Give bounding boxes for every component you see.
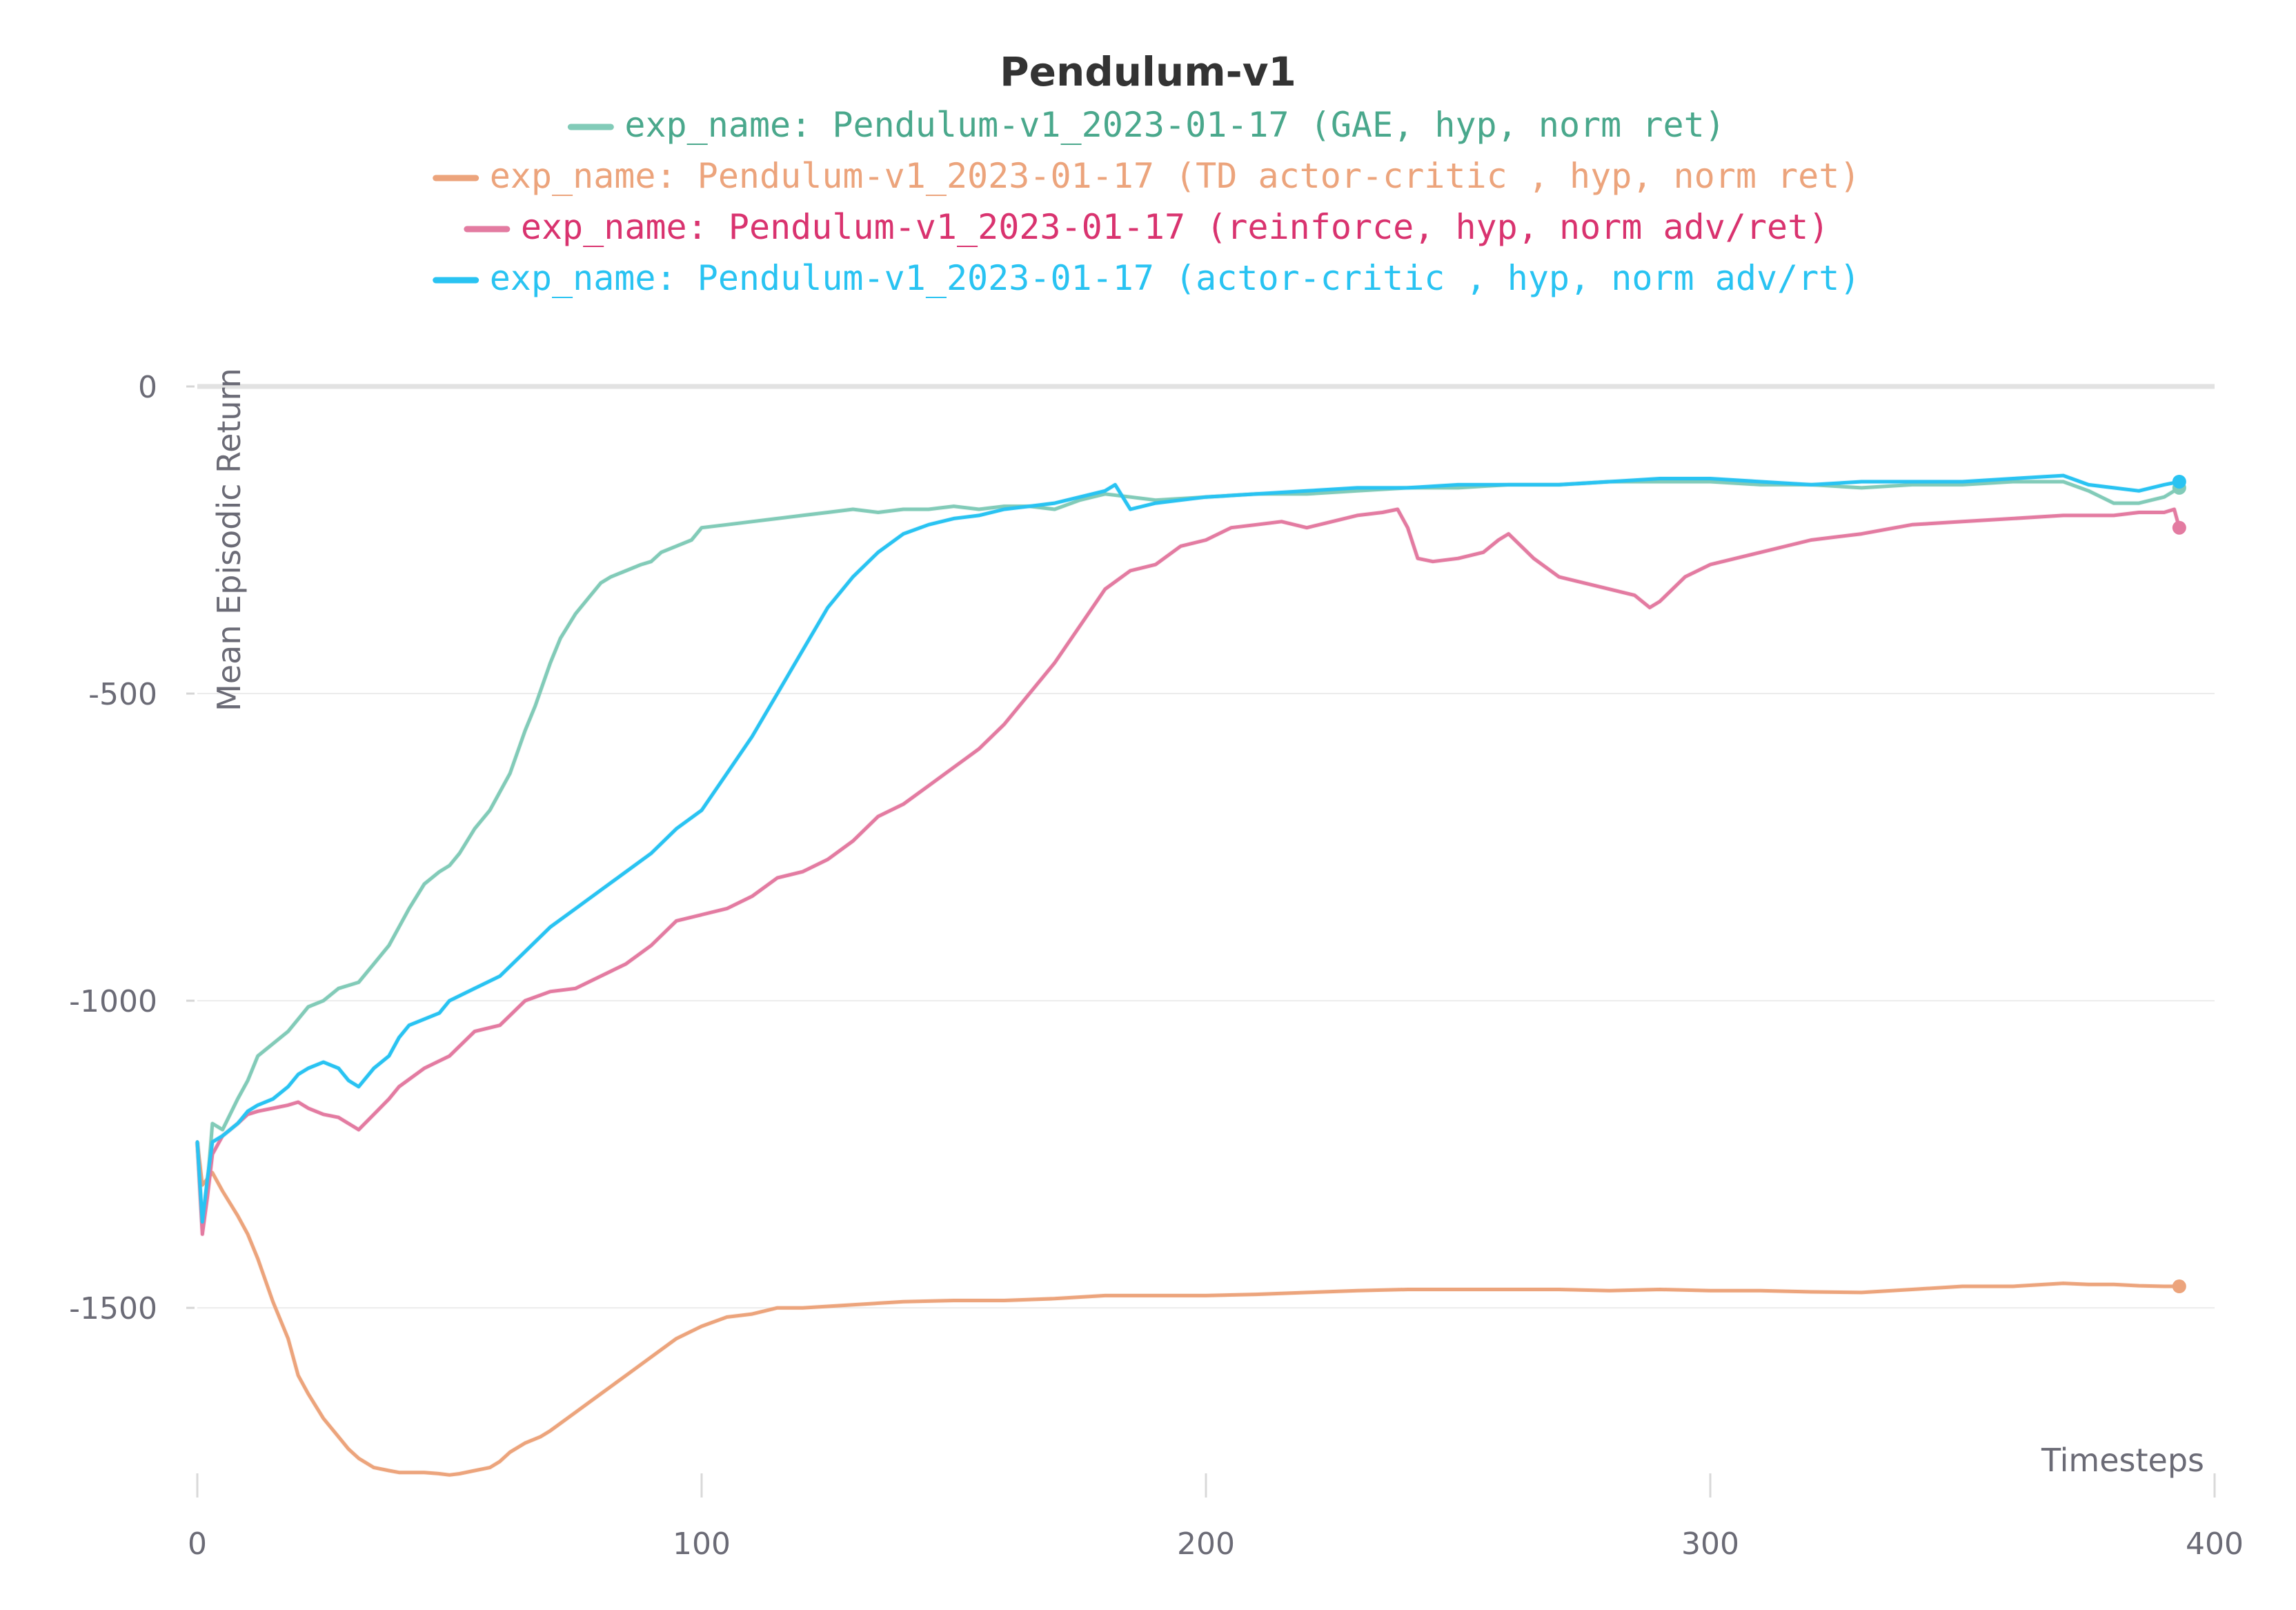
series-line-1[interactable]: [195, 1140, 2181, 1477]
series-raw-band-2: [195, 507, 2182, 1237]
x-axis-label: Timesteps: [2041, 1442, 2204, 1479]
x-tick-label-3: 300: [1681, 1526, 1739, 1562]
series-raw-band-0: [195, 479, 2181, 1230]
legend-entry-3[interactable]: exp_name: Pendulum-v1_2023-01-17 (actor-…: [490, 258, 1861, 298]
chart-title: Pendulum-v1: [1000, 48, 1296, 95]
y-tick-label-2: -1000: [69, 984, 157, 1019]
legend-entry-0[interactable]: exp_name: Pendulum-v1_2023-01-17 (GAE, h…: [624, 105, 1725, 145]
series-line-0[interactable]: [195, 480, 2181, 1230]
y-axis-label: Mean Episodic Return: [210, 368, 248, 711]
grid-lines: [197, 384, 2215, 1309]
y-tick-label-3: -1500: [69, 1291, 157, 1326]
x-tick-label-4: 400: [2186, 1526, 2244, 1562]
series-line-2[interactable]: [195, 507, 2181, 1236]
legend-entry-1[interactable]: exp_name: Pendulum-v1_2023-01-17 (TD act…: [490, 156, 1861, 196]
y-tick-label-1: -500: [88, 677, 157, 712]
x-tick-label-2: 200: [1177, 1526, 1235, 1562]
x-axis: 0 100 200 300 400: [188, 1473, 2244, 1562]
x-tick-label-1: 100: [673, 1526, 731, 1562]
series-endpoint-1: [2172, 1279, 2186, 1294]
legend-entry-2[interactable]: exp_name: Pendulum-v1_2023-01-17 (reinfo…: [521, 207, 1829, 247]
x-tick-label-0: 0: [188, 1526, 207, 1562]
series-endpoints: [2172, 474, 2186, 1294]
y-tick-label-0: 0: [138, 370, 157, 405]
y-axis: 0 -500 -1000 -1500: [69, 370, 195, 1326]
legend: exp_name: Pendulum-v1_2023-01-17 (GAE, h…: [433, 105, 1861, 298]
series-layer: [195, 473, 2182, 1478]
series-raw-band-3: [195, 473, 2180, 1224]
series-endpoint-2: [2172, 520, 2186, 535]
series-line-3[interactable]: [195, 473, 2181, 1224]
series-endpoint-3: [2172, 474, 2186, 489]
